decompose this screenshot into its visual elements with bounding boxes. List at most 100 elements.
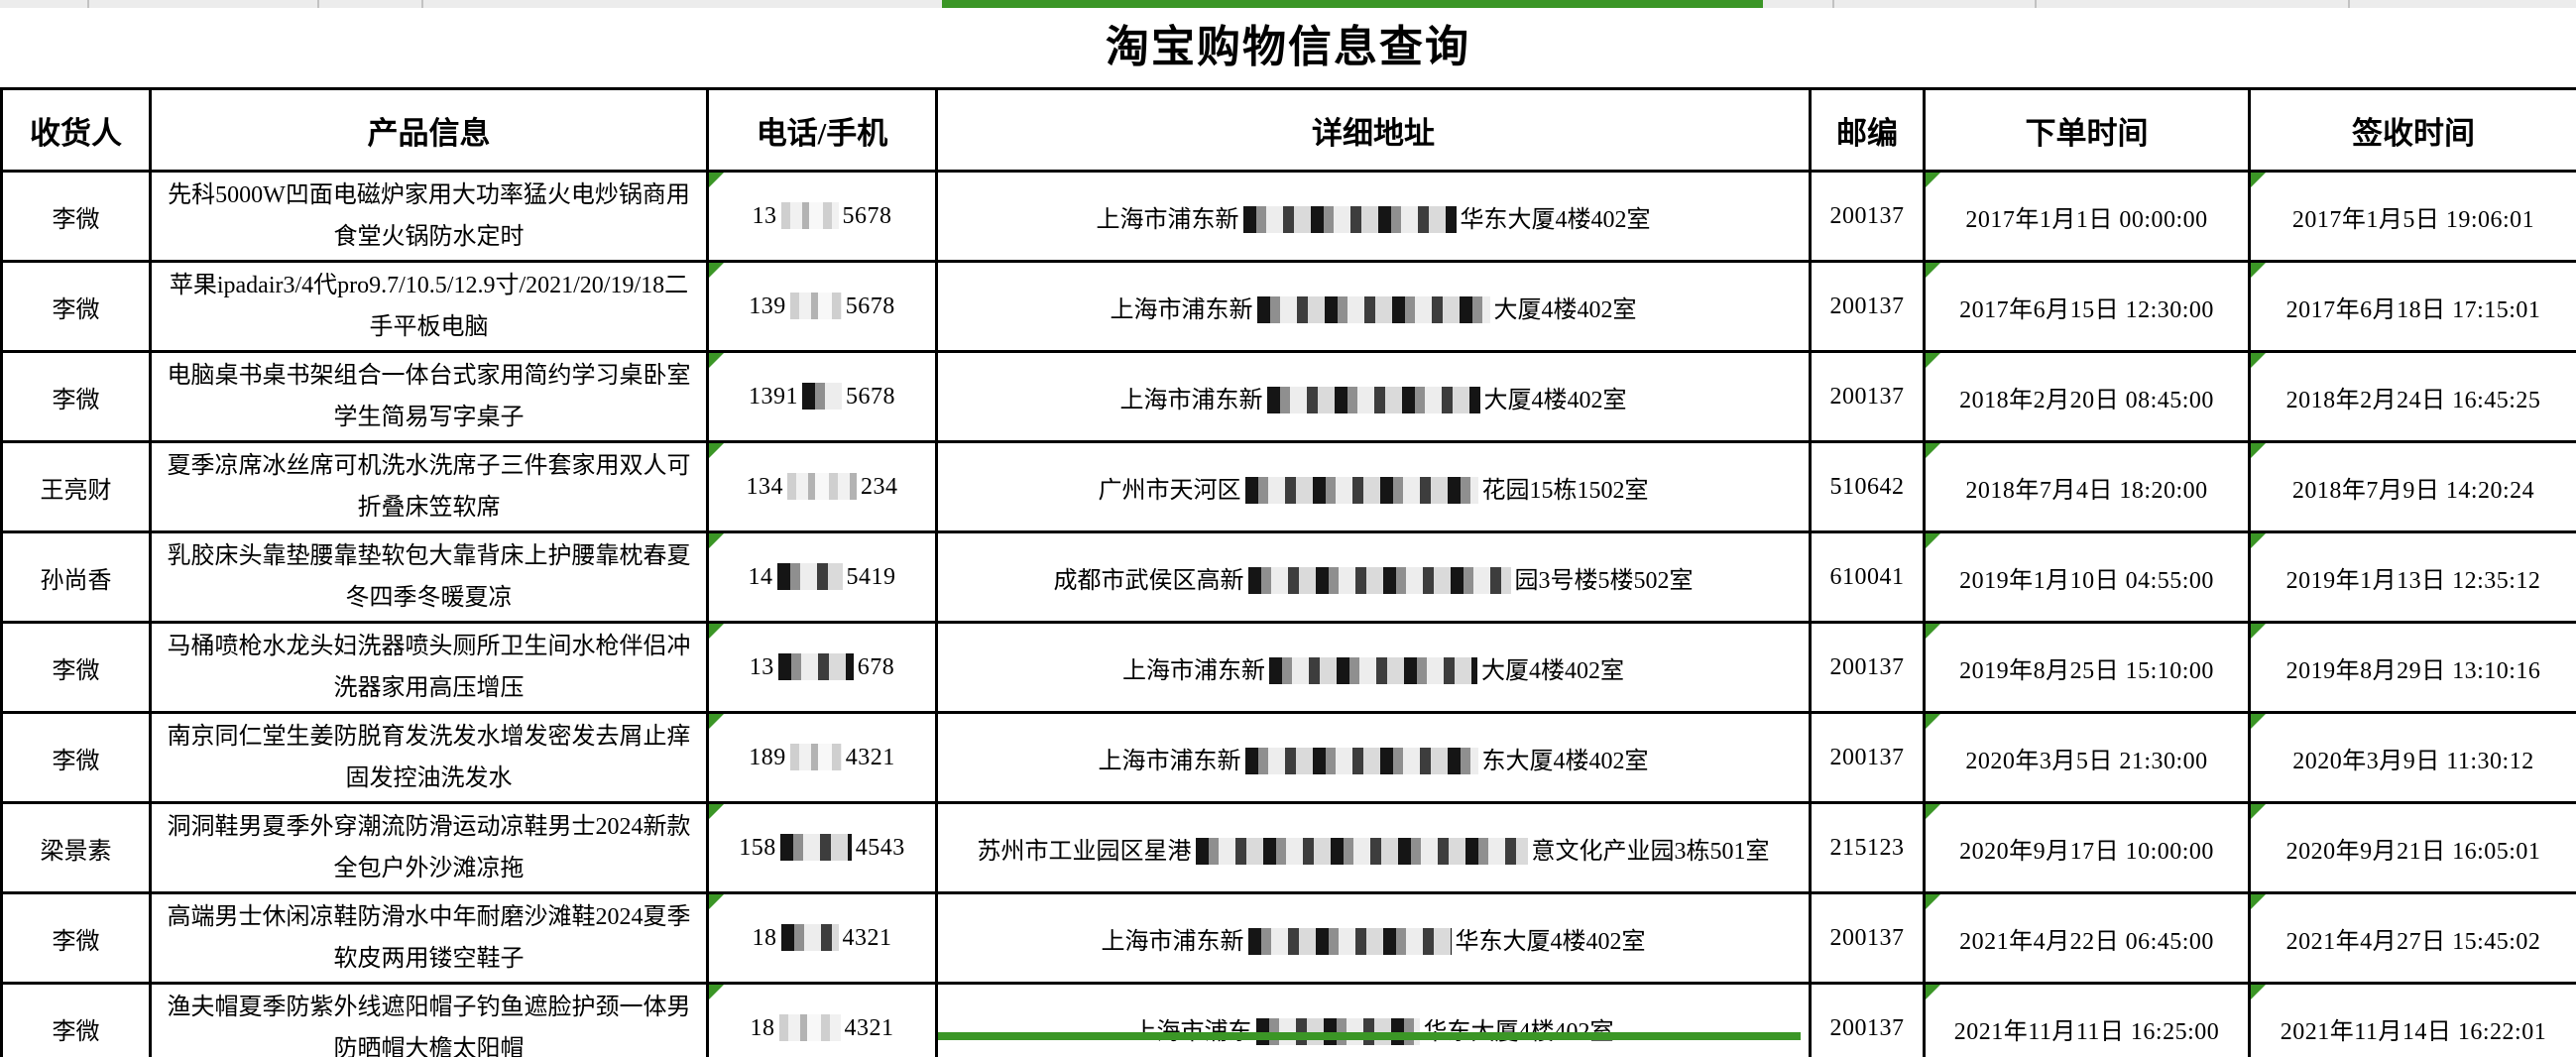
col-header-product[interactable]: 产品信息 bbox=[149, 87, 709, 173]
error-indicator-icon bbox=[1927, 805, 1940, 819]
col-header-phone[interactable]: 电话/手机 bbox=[706, 87, 938, 173]
cell-order-time[interactable]: 2017年6月15日 12:30:00 bbox=[1923, 260, 2251, 353]
cell-sign-time[interactable]: 2019年1月13日 12:35:12 bbox=[2248, 530, 2576, 624]
sign-time-text: 2020年9月21日 16:05:01 bbox=[2285, 838, 2541, 865]
cell-recipient[interactable]: 李微 bbox=[0, 621, 152, 714]
cell-product[interactable]: 渔夫帽夏季防紫外线遮阳帽子钓鱼遮脸护颈一体男防晒帽大檐太阳帽 bbox=[149, 982, 709, 1057]
cell-zip[interactable]: 510642 bbox=[1809, 440, 1926, 533]
recipient-text: 李微 bbox=[52, 657, 100, 684]
gridline-tick bbox=[1832, 0, 1834, 8]
cell-sign-time[interactable]: 2021年4月27日 15:45:02 bbox=[2248, 891, 2576, 985]
address-suffix-text: 园3号楼5楼502室 bbox=[1514, 567, 1694, 594]
cell-zip[interactable]: 200137 bbox=[1809, 711, 1926, 804]
cell-zip[interactable]: 200137 bbox=[1809, 260, 1926, 353]
cell-product[interactable]: 乳胶床头靠垫腰靠垫软包大靠背床上护腰靠枕春夏冬四季冬暖夏凉 bbox=[149, 530, 709, 624]
cell-recipient[interactable]: 李微 bbox=[0, 982, 152, 1057]
col-header-sign-time[interactable]: 签收时间 bbox=[2248, 87, 2576, 173]
cell-phone[interactable]: 189 4321 bbox=[706, 711, 938, 804]
cell-product[interactable]: 马桶喷枪水龙头妇洗器喷头厕所卫生间水枪伴侣冲洗器家用高压增压 bbox=[149, 621, 709, 714]
phone-suffix-text: 678 bbox=[857, 654, 895, 680]
error-indicator-icon bbox=[710, 354, 724, 368]
cell-address[interactable]: 广州市天河区 花园15栋1502室 bbox=[935, 440, 1812, 533]
cell-sign-time[interactable]: 2020年9月21日 16:05:01 bbox=[2248, 801, 2576, 894]
cell-address[interactable]: 上海市浦东新 华东大厦4楼402室 bbox=[935, 891, 1812, 985]
cell-recipient[interactable]: 孙尚香 bbox=[0, 530, 152, 624]
col-header-order-time[interactable]: 下单时间 bbox=[1923, 87, 2251, 173]
cell-zip[interactable]: 200137 bbox=[1809, 350, 1926, 443]
cell-product[interactable]: 苹果ipadair3/4代pro9.7/10.5/12.9寸/2021/20/1… bbox=[149, 260, 709, 353]
cell-phone[interactable]: 139 5678 bbox=[706, 260, 938, 353]
cell-address[interactable]: 上海市浦东新 大厦4楼402室 bbox=[935, 350, 1812, 443]
cell-product[interactable]: 南京同仁堂生姜防脱育发洗发水增发密发去屑止痒固发控油洗发水 bbox=[149, 711, 709, 804]
error-indicator-icon bbox=[710, 715, 724, 729]
address-suffix-text: 大厦4楼402室 bbox=[1483, 387, 1627, 413]
cell-product[interactable]: 洞洞鞋男夏季外穿潮流防滑运动凉鞋男士2024新款全包户外沙滩凉拖 bbox=[149, 801, 709, 894]
cell-recipient[interactable]: 王亮财 bbox=[0, 440, 152, 533]
cell-order-time[interactable]: 2020年3月5日 21:30:00 bbox=[1923, 711, 2251, 804]
cell-address[interactable]: 上海市浦东新 华东大厦4楼402室 bbox=[935, 170, 1812, 263]
cell-product[interactable]: 电脑桌书桌书架组合一体台式家用简约学习桌卧室学生简易写字桌子 bbox=[149, 350, 709, 443]
address-prefix-text: 上海市浦东新 bbox=[1110, 296, 1253, 323]
zip-text: 200137 bbox=[1829, 202, 1905, 229]
cell-order-time[interactable]: 2019年1月10日 04:55:00 bbox=[1923, 530, 2251, 624]
cell-zip[interactable]: 200137 bbox=[1809, 621, 1926, 714]
cell-zip[interactable]: 200137 bbox=[1809, 170, 1926, 263]
cell-zip[interactable]: 610041 bbox=[1809, 530, 1926, 624]
cell-recipient[interactable]: 李微 bbox=[0, 260, 152, 353]
phone-prefix-text: 18 bbox=[750, 1015, 775, 1041]
cell-zip[interactable]: 200137 bbox=[1809, 891, 1926, 985]
cell-phone[interactable]: 134 234 bbox=[706, 440, 938, 533]
cell-order-time[interactable]: 2020年9月17日 10:00:00 bbox=[1923, 801, 2251, 894]
error-indicator-icon bbox=[1927, 895, 1940, 909]
cell-sign-time[interactable]: 2017年1月5日 19:06:01 bbox=[2248, 170, 2576, 263]
cell-address[interactable]: 苏州市工业园区星港 意文化产业园3栋501室 bbox=[935, 801, 1812, 894]
error-indicator-icon bbox=[2252, 715, 2266, 729]
cell-recipient[interactable]: 李微 bbox=[0, 170, 152, 263]
cell-address[interactable]: 上海市浦东新 大厦4楼402室 bbox=[935, 621, 1812, 714]
recipient-text: 王亮财 bbox=[40, 477, 112, 504]
cell-phone[interactable]: 13 678 bbox=[706, 621, 938, 714]
cell-sign-time[interactable]: 2018年7月9日 14:20:24 bbox=[2248, 440, 2576, 533]
cell-phone[interactable]: 13 5678 bbox=[706, 170, 938, 263]
cell-address[interactable]: 上海市浦东新 东大厦4楼402室 bbox=[935, 711, 1812, 804]
table-body: 李微 先科5000W凹面电磁炉家用大功率猛火电炒锅商用食堂火锅防水定时 13 56… bbox=[0, 170, 2576, 1057]
cell-order-time[interactable]: 2019年8月25日 15:10:00 bbox=[1923, 621, 2251, 714]
order-time-text: 2020年9月17日 10:00:00 bbox=[1959, 838, 2214, 865]
redaction-blur bbox=[789, 293, 842, 319]
error-indicator-icon bbox=[1927, 264, 1940, 278]
cell-sign-time[interactable]: 2021年11月14日 16:22:01 bbox=[2248, 982, 2576, 1057]
cell-phone[interactable]: 14 5419 bbox=[706, 530, 938, 624]
cell-recipient[interactable]: 梁景素 bbox=[0, 801, 152, 894]
cell-recipient[interactable]: 李微 bbox=[0, 891, 152, 985]
error-indicator-icon bbox=[1927, 625, 1940, 639]
cell-zip[interactable]: 215123 bbox=[1809, 801, 1926, 894]
phone-prefix-text: 14 bbox=[748, 564, 773, 590]
cell-order-time[interactable]: 2021年4月22日 06:45:00 bbox=[1923, 891, 2251, 985]
col-header-address[interactable]: 详细地址 bbox=[935, 87, 1812, 173]
cell-sign-time[interactable]: 2019年8月29日 13:10:16 bbox=[2248, 621, 2576, 714]
cell-order-time[interactable]: 2021年11月11日 16:25:00 bbox=[1923, 982, 2251, 1057]
cell-address[interactable]: 上海市浦东新 大厦4楼402室 bbox=[935, 260, 1812, 353]
address-prefix-text: 上海市浦东新 bbox=[1101, 928, 1244, 955]
error-indicator-icon bbox=[710, 174, 724, 187]
cell-sign-time[interactable]: 2017年6月18日 17:15:01 bbox=[2248, 260, 2576, 353]
cell-phone[interactable]: 18 4321 bbox=[706, 982, 938, 1057]
cell-order-time[interactable]: 2018年7月4日 18:20:00 bbox=[1923, 440, 2251, 533]
col-header-zip[interactable]: 邮编 bbox=[1809, 87, 1926, 173]
cell-recipient[interactable]: 李微 bbox=[0, 711, 152, 804]
col-header-recipient[interactable]: 收货人 bbox=[0, 87, 152, 173]
cell-sign-time[interactable]: 2020年3月9日 11:30:12 bbox=[2248, 711, 2576, 804]
cell-recipient[interactable]: 李微 bbox=[0, 350, 152, 443]
cell-zip[interactable]: 200137 bbox=[1809, 982, 1926, 1057]
cell-product[interactable]: 先科5000W凹面电磁炉家用大功率猛火电炒锅商用食堂火锅防水定时 bbox=[149, 170, 709, 263]
cell-product[interactable]: 高端男士休闲凉鞋防滑水中年耐磨沙滩鞋2024夏季软皮两用镂空鞋子 bbox=[149, 891, 709, 985]
cell-phone[interactable]: 1391 5678 bbox=[706, 350, 938, 443]
cell-sign-time[interactable]: 2018年2月24日 16:45:25 bbox=[2248, 350, 2576, 443]
cell-address[interactable]: 上海市浦东 华东大厦4楼402室 bbox=[935, 982, 1812, 1057]
cell-order-time[interactable]: 2017年1月1日 00:00:00 bbox=[1923, 170, 2251, 263]
cell-address[interactable]: 成都市武侯区高新 园3号楼5楼502室 bbox=[935, 530, 1812, 624]
cell-order-time[interactable]: 2018年2月20日 08:45:00 bbox=[1923, 350, 2251, 443]
cell-phone[interactable]: 158 4543 bbox=[706, 801, 938, 894]
cell-product[interactable]: 夏季凉席冰丝席可机洗水洗席子三件套家用双人可折叠床笠软席 bbox=[149, 440, 709, 533]
cell-phone[interactable]: 18 4321 bbox=[706, 891, 938, 985]
